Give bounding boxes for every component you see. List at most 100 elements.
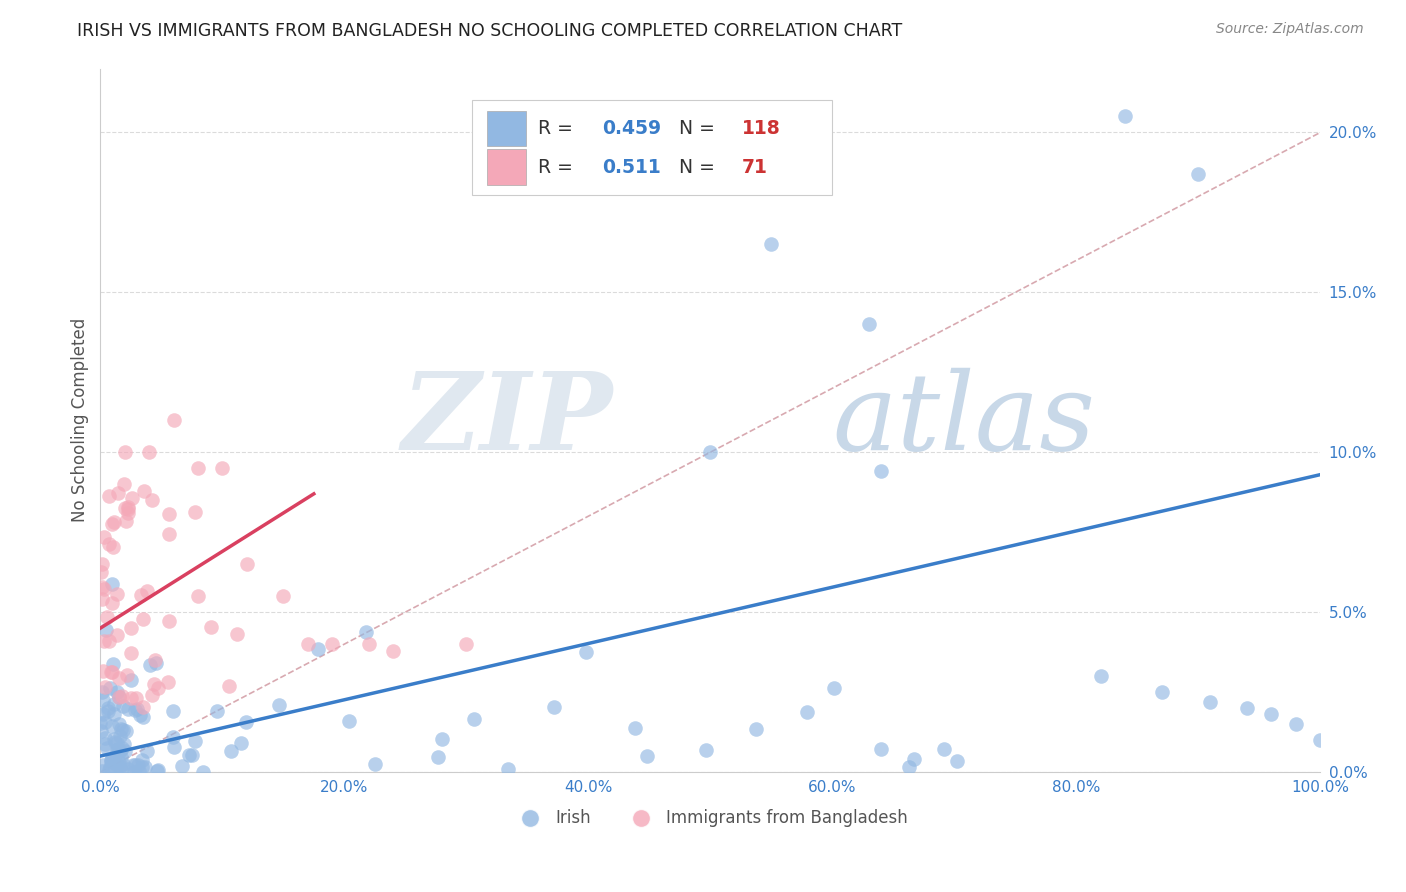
Point — [823, 681, 845, 695]
FancyBboxPatch shape — [472, 100, 832, 195]
Point — [110, 749, 132, 764]
Point — [90, 557, 112, 571]
Point — [307, 642, 329, 657]
Point — [1199, 695, 1222, 709]
Point — [91, 664, 114, 678]
Point — [98, 759, 121, 773]
Point — [108, 671, 131, 685]
Point — [97, 700, 120, 714]
Point — [463, 712, 485, 726]
Point — [219, 744, 242, 758]
Text: atlas: atlas — [832, 368, 1095, 473]
Point — [430, 731, 453, 746]
Point — [543, 699, 565, 714]
Point — [96, 610, 118, 624]
Point — [761, 237, 783, 252]
Point — [96, 624, 118, 638]
Point — [157, 674, 180, 689]
Point — [117, 702, 139, 716]
Point — [115, 723, 138, 738]
Point — [1236, 701, 1258, 715]
Point — [93, 737, 115, 751]
Point — [796, 706, 818, 720]
Point — [112, 737, 135, 751]
Point — [145, 764, 167, 779]
Point — [98, 634, 121, 648]
Point — [111, 690, 134, 704]
Point — [129, 588, 152, 602]
Point — [744, 722, 766, 736]
Point — [91, 764, 114, 778]
Point — [114, 445, 136, 459]
Point — [94, 731, 117, 745]
Point — [105, 684, 128, 698]
Point — [93, 582, 115, 597]
Point — [122, 764, 145, 779]
Point — [108, 744, 131, 758]
Point — [235, 714, 257, 729]
Point — [103, 706, 125, 721]
Point — [162, 704, 184, 718]
Point — [111, 723, 134, 737]
Point — [91, 707, 114, 722]
Text: ZIP: ZIP — [401, 368, 613, 474]
Point — [93, 714, 115, 729]
Point — [364, 757, 387, 772]
Point — [162, 413, 184, 427]
Point — [100, 596, 122, 610]
Point — [132, 484, 155, 499]
Point — [108, 744, 131, 758]
Point — [101, 755, 124, 769]
Point — [100, 752, 122, 766]
FancyBboxPatch shape — [486, 111, 526, 146]
Point — [235, 557, 257, 571]
Point — [121, 491, 143, 505]
Point — [89, 716, 111, 731]
Text: R =: R = — [538, 119, 579, 138]
Point — [93, 634, 115, 648]
Point — [111, 698, 134, 713]
Point — [131, 710, 153, 724]
Point — [177, 747, 200, 762]
Point — [120, 690, 142, 705]
Point — [124, 758, 146, 772]
Point — [97, 537, 120, 551]
Point — [98, 681, 121, 696]
Text: 0.459: 0.459 — [602, 119, 661, 138]
Point — [157, 527, 180, 541]
Text: 0.511: 0.511 — [602, 158, 661, 177]
Point — [101, 541, 124, 555]
Point — [699, 445, 721, 459]
Point — [100, 665, 122, 679]
Point — [267, 698, 290, 713]
Point — [273, 589, 295, 603]
Point — [114, 514, 136, 528]
Point — [354, 624, 377, 639]
Point — [132, 612, 155, 626]
Point — [211, 461, 233, 475]
Text: N =: N = — [679, 158, 720, 177]
Text: 71: 71 — [742, 158, 768, 177]
Point — [321, 637, 343, 651]
Point — [122, 758, 145, 772]
Point — [1260, 707, 1282, 722]
Point — [96, 741, 118, 756]
Point — [103, 732, 125, 747]
Point — [107, 756, 129, 770]
Point — [107, 716, 129, 731]
Point — [115, 667, 138, 681]
FancyBboxPatch shape — [486, 150, 526, 185]
Point — [103, 698, 125, 712]
Point — [94, 681, 117, 695]
Point — [90, 565, 112, 579]
Point — [108, 690, 131, 705]
Point — [114, 744, 136, 758]
Point — [898, 759, 921, 773]
Point — [145, 656, 167, 670]
Point — [357, 637, 380, 651]
Point — [103, 515, 125, 529]
Point — [1090, 669, 1112, 683]
Point — [695, 743, 717, 757]
Point — [225, 627, 247, 641]
Point — [100, 753, 122, 767]
